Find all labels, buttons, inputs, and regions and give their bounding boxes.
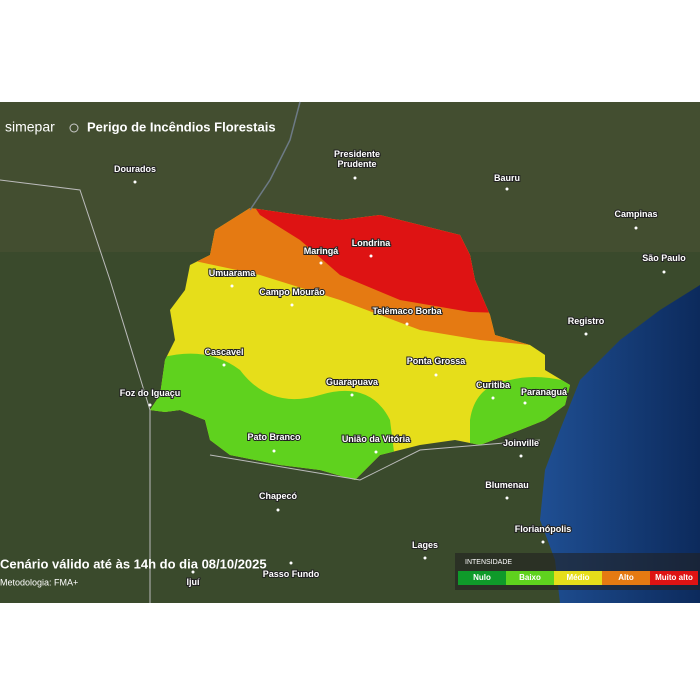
city-dot [133, 180, 137, 184]
city-label: Dourados [114, 164, 156, 174]
city-dot [405, 322, 409, 326]
logo [69, 123, 79, 133]
legend-label: Médio [566, 573, 589, 582]
map: Presidente Prudente Dourados Bauru Campinas S… [0, 101, 700, 603]
legend-swatch [554, 571, 602, 585]
city-dot [191, 570, 195, 574]
city-dot [374, 450, 378, 454]
city-dot [230, 284, 234, 288]
legend-swatch [506, 571, 554, 585]
city-label: Cascavel [204, 347, 243, 357]
legend-label: Nulo [473, 573, 491, 582]
city-dot [519, 454, 523, 458]
border [0, 179, 151, 603]
city-label: Guarapuava [326, 377, 379, 387]
city-label: Bauru [494, 173, 520, 183]
city-dot [148, 403, 152, 407]
validity: Cenário válido até às 14h do dia 08/10/2… [0, 556, 267, 571]
city-label: Florianópolis [515, 524, 572, 534]
legend-title: INTENSIDADE [465, 559, 512, 566]
city-dot [434, 373, 438, 377]
legend-label: Baixo [519, 573, 541, 582]
border [209, 439, 541, 481]
city-label: Lages [412, 540, 438, 550]
city-layer: Presidente Prudente Dourados Bauru Campinas S… [113, 148, 687, 588]
legend-label: Alto [618, 573, 634, 582]
city-label: Maringá [304, 246, 340, 256]
city-label: Chapecó [259, 491, 298, 501]
city-label: União da Vitória [342, 434, 411, 444]
city-dot [505, 187, 509, 191]
city-dot [491, 396, 495, 400]
city-dot [350, 393, 354, 397]
city-label: Campinas [614, 209, 657, 219]
city-dot [523, 401, 527, 405]
city-dot [222, 363, 226, 367]
city-label: Presidente Prudente [334, 149, 380, 169]
city-dot [319, 261, 323, 265]
city-dot [505, 496, 509, 500]
city-dot [369, 254, 373, 258]
city-dot [423, 556, 427, 560]
city-label: Umuarama [209, 268, 257, 278]
city-dot [272, 449, 276, 453]
city-label: Ijuí [187, 577, 200, 587]
city-label: Paranaguá [521, 387, 568, 397]
city-dot [289, 561, 293, 565]
legend-swatch [650, 571, 698, 585]
city-label: Blumenau [485, 480, 529, 490]
city-label: Foz do Iguaçu [120, 388, 181, 398]
city-label: Pato Branco [247, 432, 301, 442]
city-dot [634, 226, 638, 230]
city-label: Joinville [503, 438, 539, 448]
city-label: Curitiba [476, 380, 511, 390]
city-label: Passo Fundo [263, 569, 320, 579]
brand: simepar [5, 119, 55, 135]
city-label: São Paulo [642, 253, 686, 263]
city-label: Telêmaco Borba [372, 306, 442, 316]
city-dot [662, 270, 666, 274]
city-dot [353, 176, 357, 180]
city-label: Registro [568, 316, 605, 326]
city-label: Campo Mourão [259, 287, 325, 297]
legend-swatch [458, 571, 506, 585]
method: Metodologia: FMA+ [0, 577, 78, 587]
legend: Nulo Baixo Médio Alto Muito alto [458, 571, 698, 585]
city-dot [276, 508, 280, 512]
city-label: Ponta Grossa [407, 356, 467, 366]
city-dot [290, 303, 294, 307]
city-label: Londrina [352, 238, 391, 248]
border [249, 101, 301, 211]
city-dot [541, 540, 545, 544]
title: Perigo de Incêndios Florestais [87, 119, 276, 134]
city-dot [584, 332, 588, 336]
legend-swatch [602, 571, 650, 585]
legend-label: Muito alto [655, 573, 693, 582]
ocean [540, 285, 700, 603]
